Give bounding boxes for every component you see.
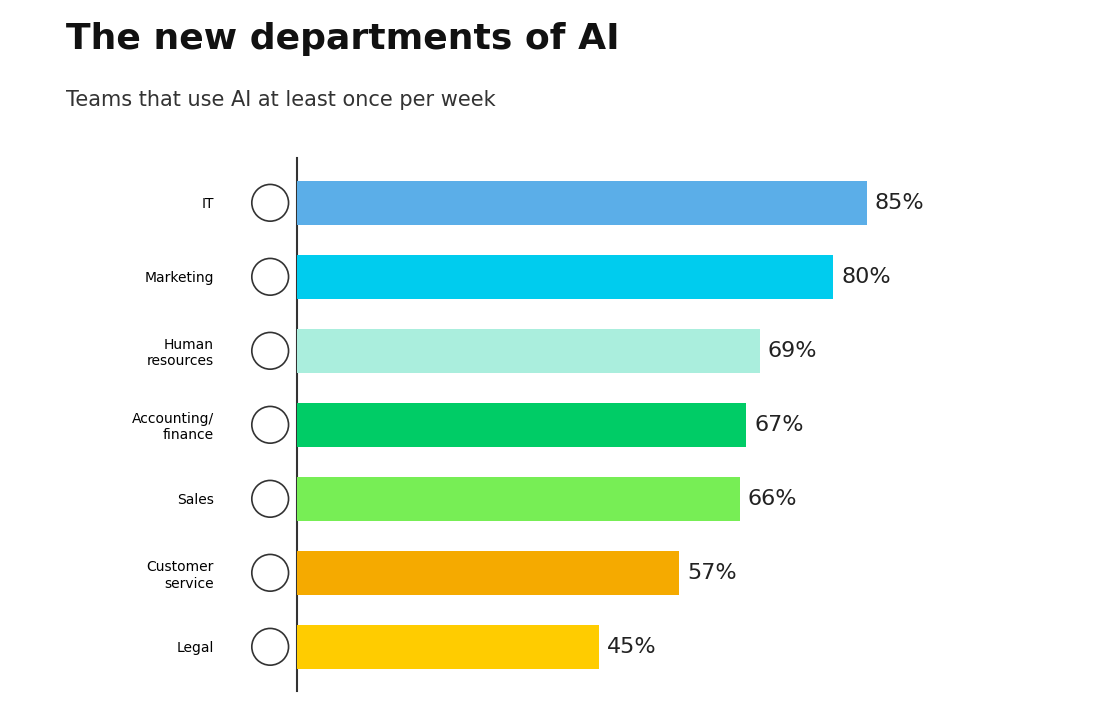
Text: Teams that use AI at least once per week: Teams that use AI at least once per week bbox=[66, 90, 496, 110]
Bar bbox=[297, 255, 834, 299]
Bar bbox=[297, 328, 760, 373]
Point bbox=[262, 641, 279, 652]
Text: 80%: 80% bbox=[842, 267, 891, 287]
Text: 66%: 66% bbox=[748, 489, 797, 509]
Text: 57%: 57% bbox=[688, 563, 737, 582]
Bar bbox=[297, 402, 746, 447]
Point bbox=[262, 197, 279, 209]
Text: 45%: 45% bbox=[607, 636, 657, 657]
Text: 85%: 85% bbox=[874, 193, 925, 213]
Bar bbox=[297, 181, 867, 225]
Bar bbox=[297, 477, 739, 521]
Text: 69%: 69% bbox=[768, 341, 817, 361]
Text: The new departments of AI: The new departments of AI bbox=[66, 22, 619, 55]
Bar bbox=[297, 624, 598, 669]
Point bbox=[262, 271, 279, 282]
Bar bbox=[297, 551, 679, 595]
Point bbox=[262, 493, 279, 505]
Point bbox=[262, 567, 279, 579]
Text: 67%: 67% bbox=[755, 415, 804, 435]
Point bbox=[262, 419, 279, 431]
Point bbox=[262, 345, 279, 356]
